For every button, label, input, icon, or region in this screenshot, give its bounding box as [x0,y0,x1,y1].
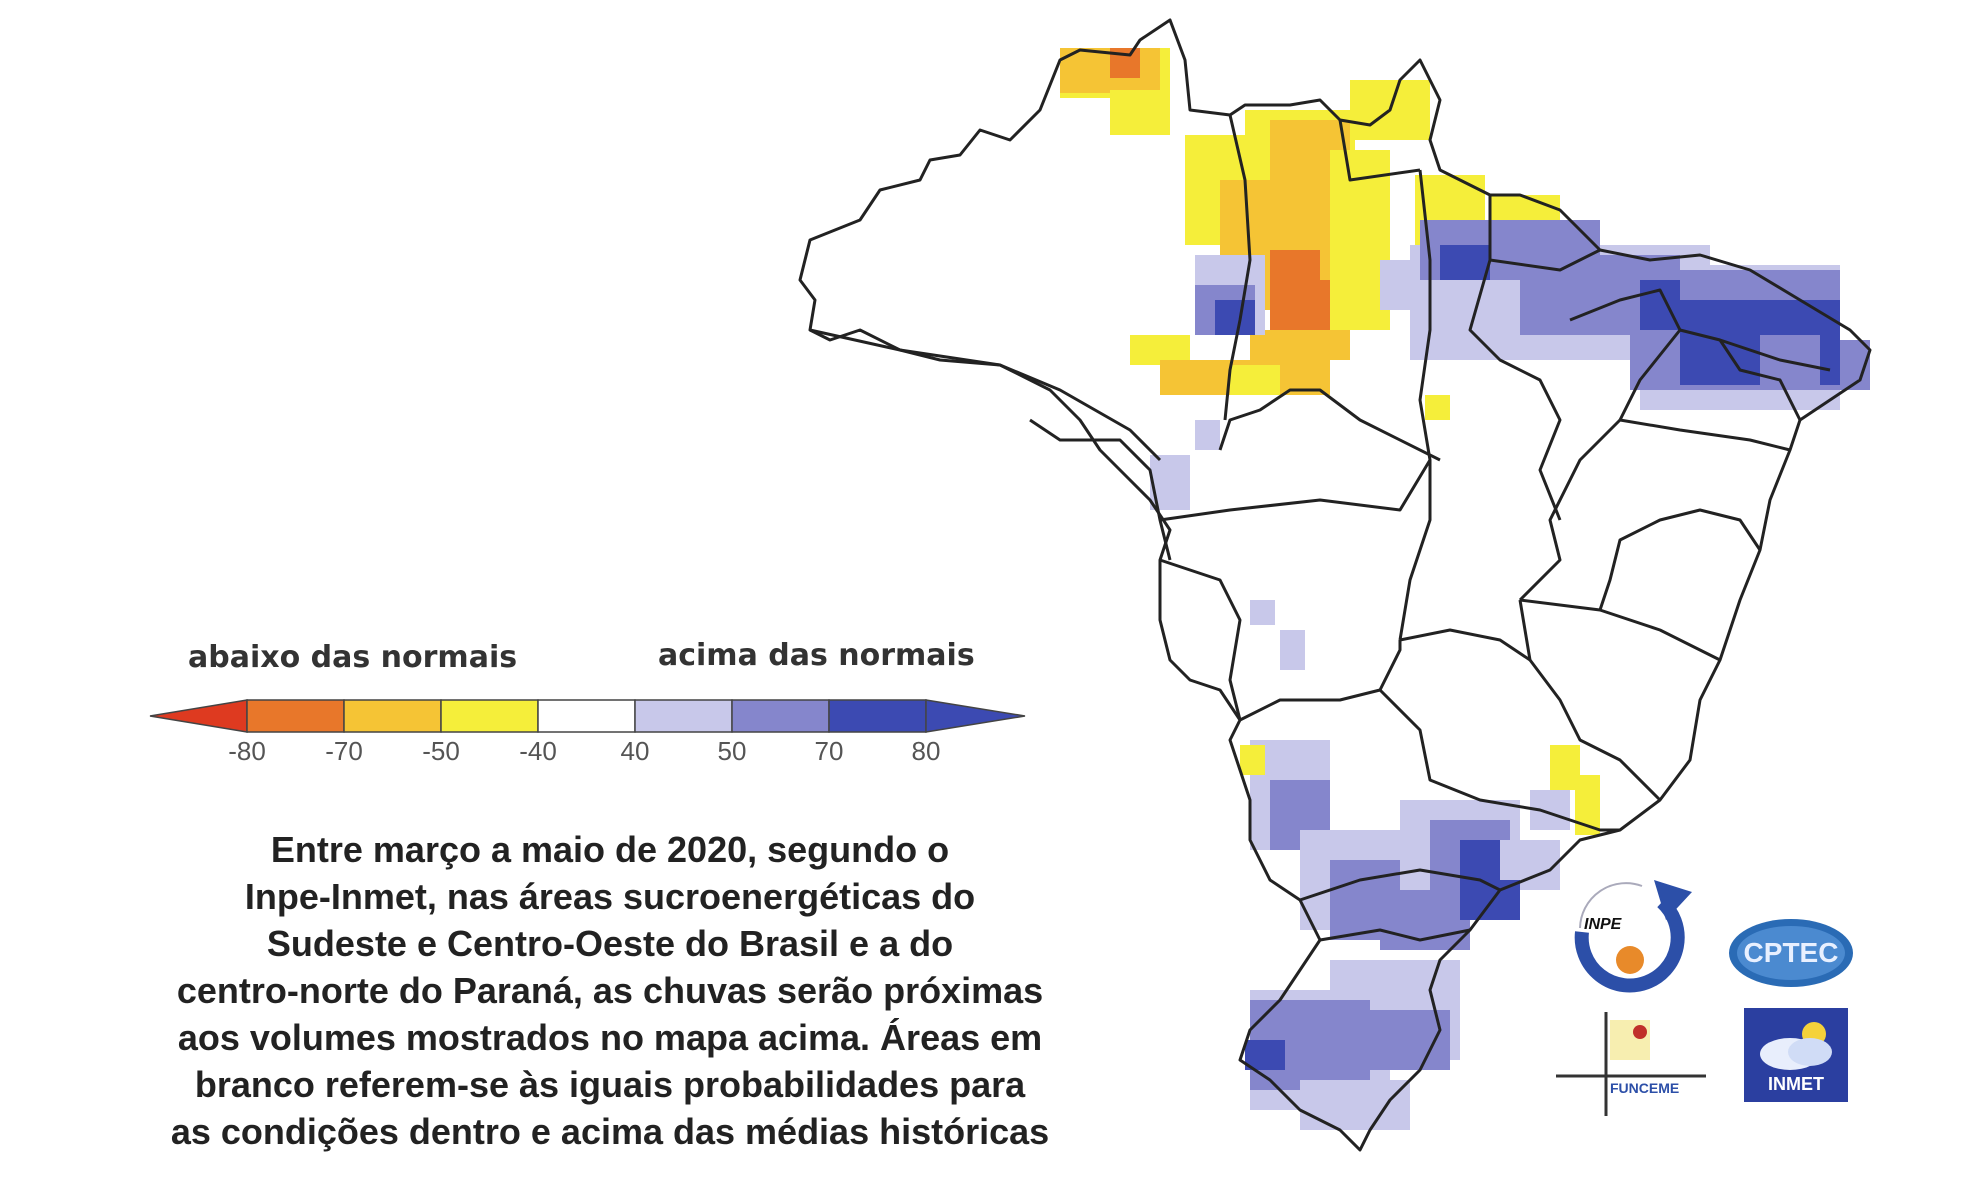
legend-above-label: acima das normais [658,638,975,673]
caption-line: branco referem-se às iguais probabilidad… [194,1064,1026,1105]
inmet-logo-text: INMET [1768,1074,1824,1094]
legend-arrow-left [149,699,248,733]
caption-line: Inpe-Inmet, nas áreas sucroenergéticas d… [244,876,976,917]
inpe-logo-text: INPE [1584,916,1622,933]
inpe-logo: INPE [1562,862,1702,1002]
legend-tick: -80 [228,736,266,766]
wet-anomaly-northeast [1380,220,1870,410]
legend-tick: -50 [422,736,460,766]
caption: Entre março a maio de 2020, segundo o In… [90,826,1130,1155]
legend-swatch-6 [731,699,830,733]
legend-tick: -70 [325,736,363,766]
cptec-logo: CPTEC [1728,918,1854,988]
legend-arrow-right [925,699,1026,733]
caption-line: Entre março a maio de 2020, segundo o [270,829,950,870]
inmet-logo: INMET [1744,1008,1848,1102]
legend-swatch-3 [440,699,539,733]
legend-tick: -40 [519,736,557,766]
legend-swatch-7 [828,699,927,733]
caption-line: aos volumes mostrados no mapa acima. Áre… [177,1017,1043,1058]
legend-swatch-2 [343,699,442,733]
legend-tick: 80 [911,736,941,766]
legend-tick: 70 [814,736,844,766]
wet-anomaly-south [1240,740,1600,1130]
legend-tick: 50 [717,736,747,766]
caption-line: centro-norte do Paraná, as chuvas serão … [176,970,1044,1011]
caption-line: Sudeste e Centro-Oeste do Brasil e a do [266,923,954,964]
caption-line: as condições dentro e acima das médias h… [170,1111,1050,1152]
funceme-logo-text: FUNCEME [1610,1080,1680,1096]
legend-swatch-4 [537,699,636,733]
cptec-logo-text: CPTEC [1743,937,1839,968]
funceme-logo: FUNCEME [1556,1012,1706,1116]
anomaly-patches [1060,48,1870,1130]
legend-below-label: abaixo das normais [188,640,518,675]
legend-swatch-1 [246,699,345,733]
brazil-borders [798,18,1872,1152]
legend-colorbar [149,699,1026,733]
legend-tick: 40 [620,736,650,766]
legend-swatch-5 [634,699,733,733]
wet-anomaly-amazon [1150,255,1305,670]
